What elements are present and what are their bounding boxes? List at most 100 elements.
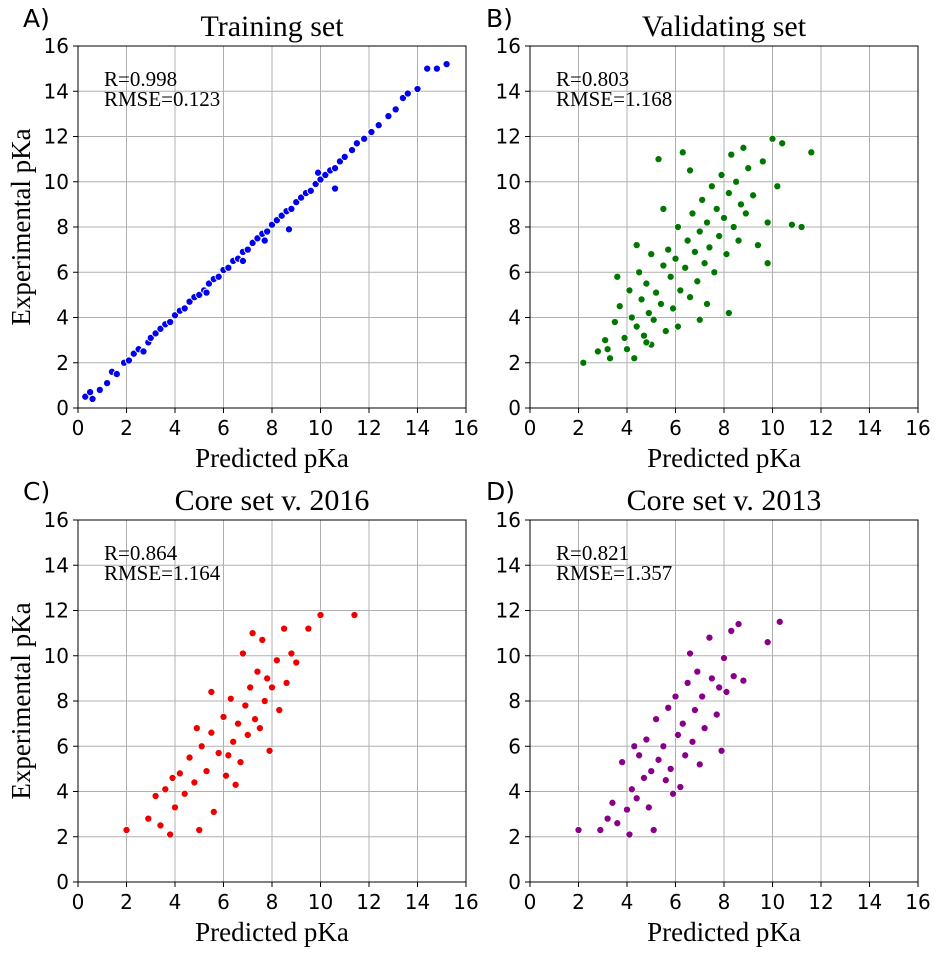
- y-tick-label: 14: [496, 553, 521, 577]
- x-tick-label: 2: [120, 890, 133, 914]
- data-point: [632, 794, 641, 803]
- x-tick-label: 4: [621, 416, 634, 440]
- data-point: [652, 715, 661, 724]
- data-point: [635, 751, 644, 760]
- x-tick-label: 8: [266, 890, 279, 914]
- y-tick-label: 4: [56, 780, 69, 804]
- y-tick-label: 14: [44, 79, 69, 103]
- x-tick-label: 2: [572, 416, 585, 440]
- data-point: [705, 243, 714, 252]
- data-point: [272, 216, 281, 225]
- data-point: [729, 222, 738, 232]
- data-point: [659, 261, 668, 270]
- data-point: [639, 773, 649, 782]
- data-point: [739, 676, 748, 685]
- data-point: [202, 288, 211, 297]
- data-point: [686, 293, 695, 302]
- data-point: [618, 758, 627, 767]
- data-point: [170, 311, 180, 320]
- data-point: [656, 299, 666, 308]
- data-point: [195, 290, 204, 299]
- rmse-annotation: RMSE=0.123: [104, 87, 220, 111]
- y-tick-label: 2: [56, 351, 69, 375]
- data-point: [647, 250, 656, 259]
- data-point: [722, 250, 731, 259]
- data-point: [151, 329, 160, 338]
- data-point: [601, 336, 610, 345]
- x-tick-label: 16: [453, 890, 478, 914]
- data-point: [630, 354, 639, 363]
- data-point: [690, 706, 699, 715]
- data-point: [608, 798, 617, 807]
- data-point: [807, 148, 816, 157]
- data-point: [707, 182, 716, 191]
- y-tick-label: 12: [44, 125, 69, 149]
- x-tick-label: 10: [760, 416, 785, 440]
- y-tick-label: 16: [44, 34, 69, 58]
- x-tick-label: 14: [857, 416, 882, 440]
- data-point: [664, 245, 673, 254]
- data-point: [246, 683, 255, 692]
- data-point: [739, 143, 748, 152]
- data-point: [678, 719, 687, 728]
- x-axis-label: Predicted pKa: [195, 917, 349, 947]
- data-point: [238, 649, 247, 658]
- x-axis-label: Predicted pKa: [195, 443, 349, 473]
- data-point: [282, 678, 291, 687]
- y-tick-label: 16: [496, 34, 521, 58]
- scatter-panel-a: 0 2 4 6 8 10 12 14 16 0 2 4 6 8 10 12 14 16 Training set A)…: [6, 4, 479, 473]
- data-point: [139, 347, 148, 356]
- data-point: [224, 263, 233, 272]
- x-tick-label: 0: [524, 416, 537, 440]
- data-point: [340, 152, 349, 161]
- y-tick-label: 8: [508, 689, 521, 713]
- y-tick-label: 10: [44, 170, 69, 194]
- data-point: [615, 302, 624, 311]
- data-point: [642, 279, 651, 288]
- r-annotation: R=0.998: [104, 67, 177, 91]
- data-point: [86, 388, 95, 397]
- data-point: [258, 635, 267, 644]
- y-tick-label: 10: [496, 644, 521, 668]
- data-point: [688, 209, 697, 218]
- data-point: [88, 394, 97, 404]
- data-point: [732, 177, 741, 186]
- data-point: [350, 610, 359, 620]
- y-tick-label: 4: [508, 780, 521, 804]
- scatter-panel-d: 0 2 4 6 8 10 12 14 16 0 2 4 6 8 10 12 14 16 Core set v. 20…: [486, 477, 931, 947]
- y-tick-label: 16: [44, 508, 69, 532]
- panel-label: D): [486, 477, 515, 506]
- data-point: [197, 742, 206, 751]
- data-point: [715, 683, 724, 692]
- y-tick-label: 14: [496, 79, 521, 103]
- data-point: [248, 629, 257, 638]
- data-point: [243, 245, 252, 254]
- data-point: [292, 658, 301, 667]
- data-point: [664, 703, 673, 712]
- data-point: [391, 105, 400, 114]
- y-tick-label: 8: [56, 215, 69, 239]
- x-tick-label: 6: [217, 890, 230, 914]
- data-point: [260, 696, 269, 706]
- data-point: [683, 236, 692, 245]
- data-point: [632, 322, 641, 331]
- data-point: [287, 649, 296, 658]
- data-point: [112, 370, 121, 379]
- data-point: [168, 773, 177, 782]
- scatter-panel-b: 0 2 4 6 8 10 12 14 16 0 2 4 6 8 10 12 14 16 Validating set…: [486, 4, 931, 473]
- data-point: [306, 186, 315, 195]
- data-point: [166, 317, 175, 327]
- chart-title: Validating set: [642, 10, 807, 43]
- x-tick-label: 10: [308, 416, 333, 440]
- data-point: [673, 322, 682, 331]
- data-point: [263, 227, 272, 236]
- y-tick-label: 6: [508, 260, 521, 284]
- data-point: [669, 304, 678, 313]
- x-tick-label: 4: [621, 890, 634, 914]
- data-point: [681, 751, 690, 760]
- data-point: [715, 231, 724, 241]
- x-tick-label: 12: [808, 416, 833, 440]
- data-point: [673, 222, 682, 232]
- data-point: [219, 712, 228, 721]
- chart-title: Core set v. 2013: [627, 484, 822, 517]
